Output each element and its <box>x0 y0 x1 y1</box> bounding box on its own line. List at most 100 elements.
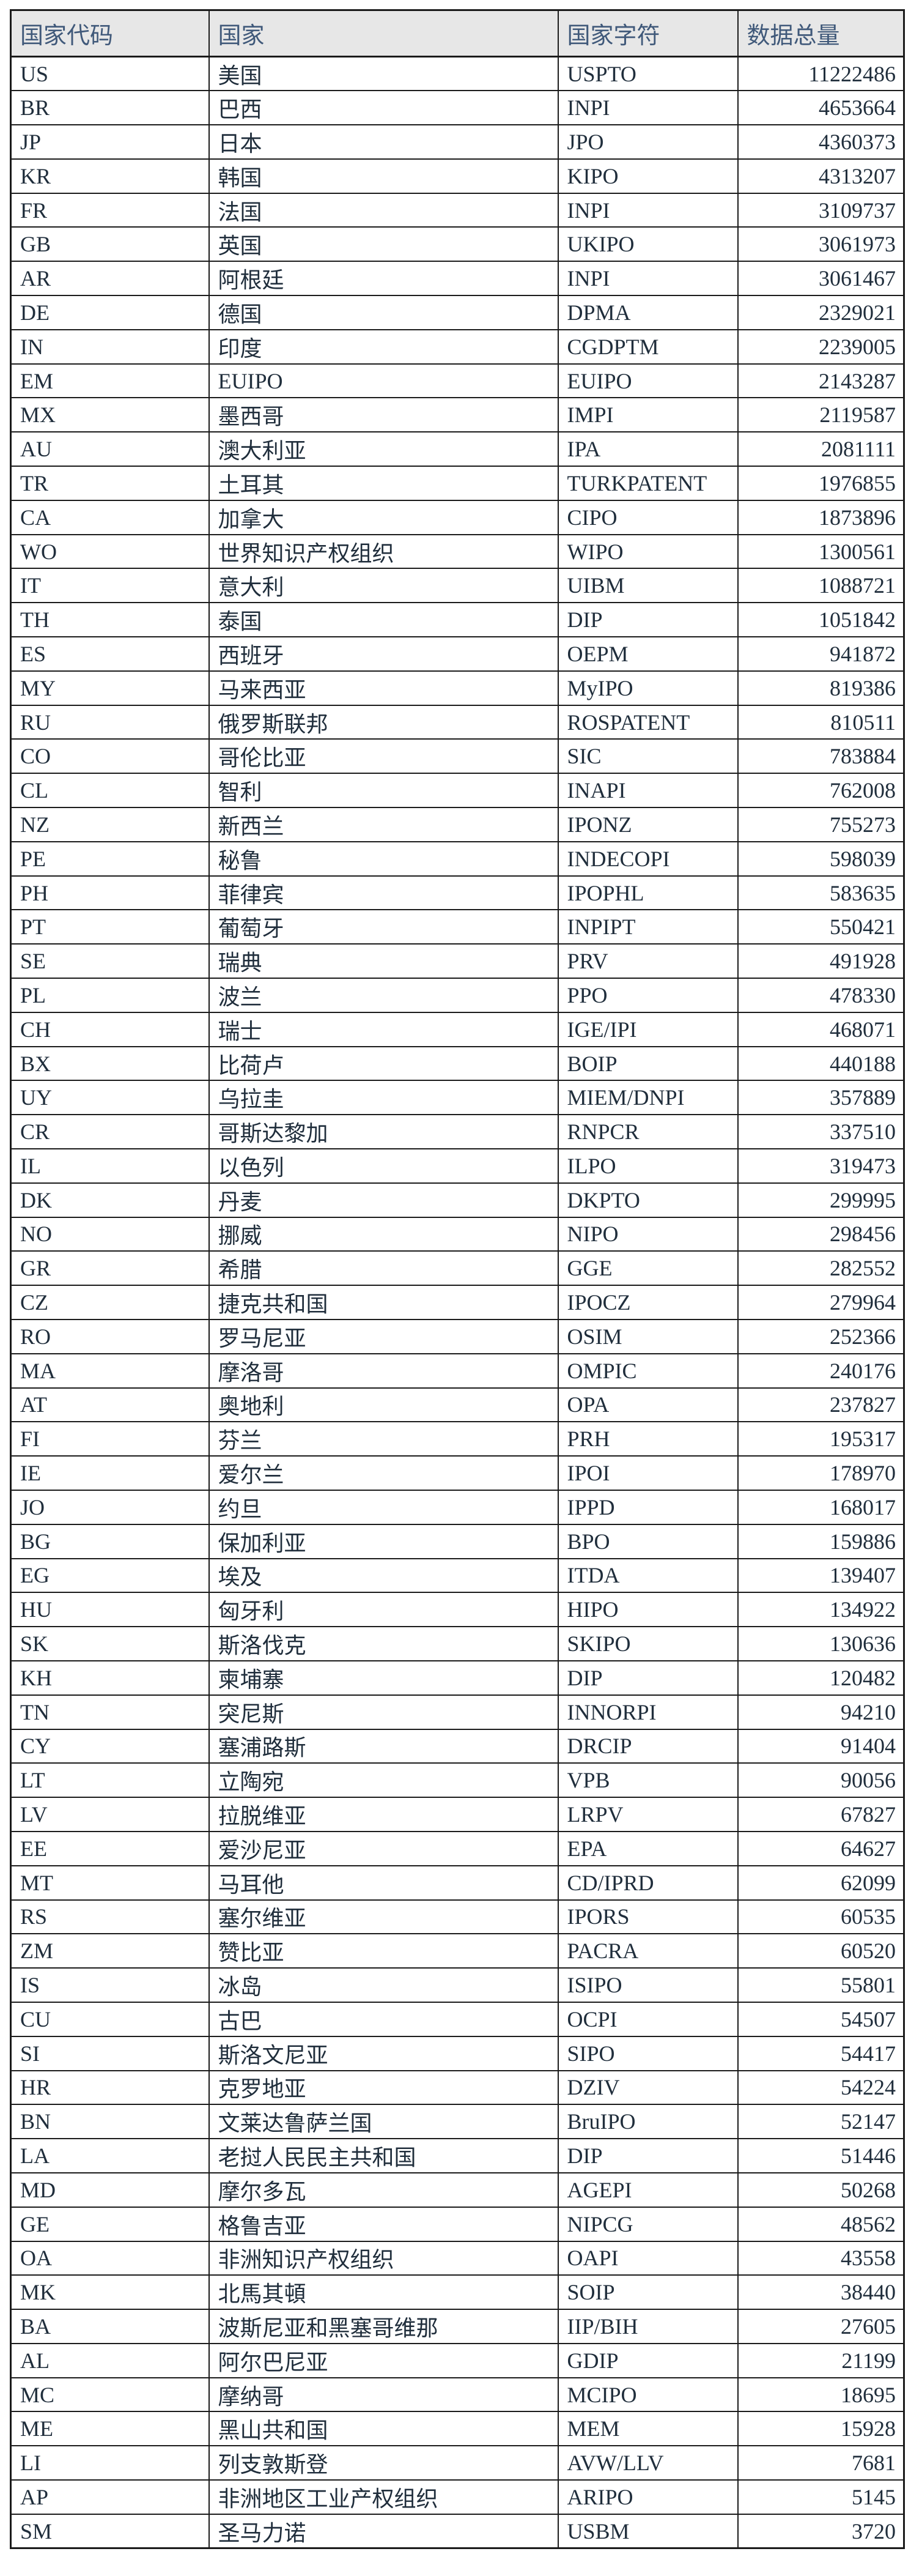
cell-country-name: 阿尔巴尼亚 <box>208 2342 559 2378</box>
cell-country-code: EE <box>10 1830 210 1866</box>
cell-office-chars: MCIPO <box>557 2377 739 2413</box>
cell-country-code: GB <box>10 226 210 262</box>
cell-data-total: 583635 <box>737 875 905 911</box>
cell-data-total: 90056 <box>737 1762 905 1798</box>
cell-data-total: 237827 <box>737 1387 905 1423</box>
cell-data-total: 1976855 <box>737 466 905 501</box>
cell-data-total: 54417 <box>737 2035 905 2071</box>
cell-country-name: 哥伦比亚 <box>208 738 559 774</box>
cell-country-name: EUIPO <box>208 363 559 399</box>
cell-country-code: MX <box>10 397 210 433</box>
header-row: 国家代码 国家 国家字符 数据总量 <box>10 9 905 58</box>
cell-data-total: 3061973 <box>737 226 905 262</box>
cell-office-chars: ROSPATENT <box>557 704 739 740</box>
cell-office-chars: BruIPO <box>557 2104 739 2140</box>
cell-office-chars: IIP/BIH <box>557 2309 739 2344</box>
cell-country-code: DE <box>10 295 210 330</box>
column-header-country: 国家 <box>208 9 559 58</box>
table-row: CL 智利 INAPI 762008 <box>10 773 905 809</box>
cell-office-chars: PACRA <box>557 1933 739 1969</box>
cell-data-total: 2239005 <box>737 328 905 365</box>
cell-data-total: 91404 <box>737 1728 905 1764</box>
cell-data-total: 478330 <box>737 978 905 1013</box>
table-row: MD 摩尔多瓦 AGEPI 50268 <box>10 2172 905 2208</box>
cell-data-total: 755273 <box>737 807 905 842</box>
cell-country-name: 波斯尼亚和黑塞哥维那 <box>208 2309 559 2344</box>
cell-country-name: 斯洛伐克 <box>208 1626 559 1661</box>
cell-office-chars: OPA <box>557 1387 739 1423</box>
cell-data-total: 357889 <box>737 1080 905 1116</box>
cell-country-code: MC <box>10 2377 210 2413</box>
cell-country-code: TH <box>10 602 210 638</box>
cell-office-chars: AGEPI <box>557 2172 739 2208</box>
cell-country-name: 丹麦 <box>208 1182 559 1218</box>
cell-country-name: 西班牙 <box>208 636 559 672</box>
cell-country-name: 匈牙利 <box>208 1592 559 1628</box>
column-header-data-total: 数据总量 <box>737 9 905 58</box>
cell-data-total: 941872 <box>737 636 905 672</box>
table-row: CZ 捷克共和国 IPOCZ 279964 <box>10 1285 905 1320</box>
cell-country-code: MA <box>10 1353 210 1389</box>
cell-country-name: 老挝人民民主共和国 <box>208 2138 559 2173</box>
table-row: AP 非洲地区工业产权组织 ARIPO 5145 <box>10 2479 905 2515</box>
cell-office-chars: EUIPO <box>557 363 739 399</box>
cell-office-chars: IMPI <box>557 397 739 433</box>
cell-country-name: 约旦 <box>208 1489 559 1525</box>
cell-country-code: ME <box>10 2411 210 2447</box>
cell-country-name: 保加利亚 <box>208 1523 559 1559</box>
cell-country-code: US <box>10 56 210 92</box>
cell-data-total: 139407 <box>737 1557 905 1594</box>
cell-country-code: MD <box>10 2172 210 2208</box>
cell-country-code: MY <box>10 670 210 706</box>
cell-country-name: 赞比亚 <box>208 1933 559 1969</box>
cell-country-code: CA <box>10 499 210 535</box>
cell-country-name: 塞尔维亚 <box>208 1899 559 1935</box>
cell-country-name: 韩国 <box>208 158 559 194</box>
cell-data-total: 2081111 <box>737 431 905 467</box>
cell-office-chars: DKPTO <box>557 1182 739 1218</box>
cell-country-name: 拉脱维亚 <box>208 1797 559 1832</box>
cell-data-total: 1088721 <box>737 568 905 604</box>
cell-data-total: 64627 <box>737 1830 905 1866</box>
cell-office-chars: OCPI <box>557 2001 739 2037</box>
cell-data-total: 4653664 <box>737 90 905 126</box>
cell-country-name: 俄罗斯联邦 <box>208 704 559 740</box>
cell-country-code: PT <box>10 909 210 945</box>
table-row: JP 日本 JPO 4360373 <box>10 124 905 160</box>
cell-country-name: 奥地利 <box>208 1387 559 1423</box>
cell-office-chars: UKIPO <box>557 226 739 262</box>
cell-data-total: 783884 <box>737 738 905 774</box>
table-row: UY 乌拉圭 MIEM/DNPI 357889 <box>10 1080 905 1116</box>
cell-country-code: IN <box>10 328 210 365</box>
table-row: JO 约旦 IPPD 168017 <box>10 1489 905 1525</box>
cell-office-chars: INPI <box>557 261 739 297</box>
cell-country-name: 马来西亚 <box>208 670 559 706</box>
cell-country-name: 爱尔兰 <box>208 1455 559 1491</box>
cell-country-name: 圣马力诺 <box>208 2513 559 2550</box>
cell-office-chars: IGE/IPI <box>557 1011 739 1047</box>
cell-country-code: FR <box>10 192 210 228</box>
cell-country-code: AU <box>10 431 210 467</box>
table-row: MY 马来西亚 MyIPO 819386 <box>10 670 905 706</box>
table-row: AR 阿根廷 INPI 3061467 <box>10 261 905 297</box>
cell-data-total: 550421 <box>737 909 905 945</box>
table-row: RS 塞尔维亚 IPORS 60535 <box>10 1899 905 1935</box>
cell-data-total: 54507 <box>737 2001 905 2037</box>
table-row: CH 瑞士 IGE/IPI 468071 <box>10 1011 905 1047</box>
table-row: NO 挪威 NIPO 298456 <box>10 1216 905 1252</box>
table-row: MC 摩纳哥 MCIPO 18695 <box>10 2377 905 2413</box>
cell-office-chars: IPA <box>557 431 739 467</box>
cell-country-name: 日本 <box>208 124 559 160</box>
table-row: SE 瑞典 PRV 491928 <box>10 943 905 979</box>
cell-country-code: DK <box>10 1182 210 1218</box>
table-row: EM EUIPO EUIPO 2143287 <box>10 363 905 399</box>
cell-country-name: 葡萄牙 <box>208 909 559 945</box>
cell-data-total: 3109737 <box>737 192 905 228</box>
cell-office-chars: IPOPHL <box>557 875 739 911</box>
cell-country-name: 哥斯达黎加 <box>208 1114 559 1149</box>
cell-data-total: 21199 <box>737 2342 905 2378</box>
cell-country-name: 印度 <box>208 328 559 365</box>
table-row: IN 印度 CGDPTM 2239005 <box>10 328 905 365</box>
column-header-country-chars: 国家字符 <box>557 9 739 58</box>
table-row: EE 爱沙尼亚 EPA 64627 <box>10 1830 905 1866</box>
